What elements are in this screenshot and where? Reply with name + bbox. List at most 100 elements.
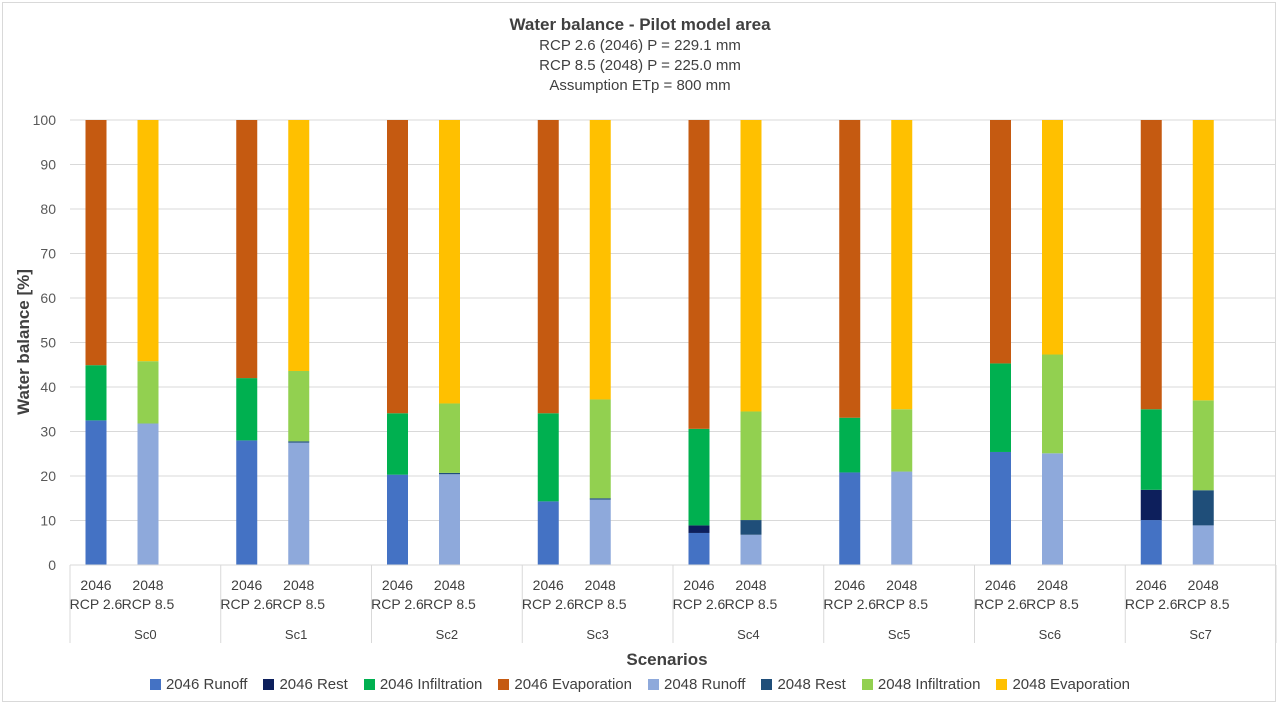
bar-label-year-3-0: 2046 bbox=[533, 577, 564, 593]
bar-segment-sc7-2048-rest bbox=[1192, 490, 1214, 526]
bar-segment-sc5-2048-runoff bbox=[891, 471, 913, 565]
bar-label-year-4-0: 2046 bbox=[683, 577, 714, 593]
bar-label-rcp-3-1: RCP 8.5 bbox=[574, 596, 627, 612]
y-tick-label-6: 60 bbox=[40, 290, 56, 306]
scenario-label-sc4: Sc4 bbox=[737, 627, 759, 642]
x-axis-label: Scenarios bbox=[626, 650, 707, 669]
bar-segment-sc6-2046-infiltration bbox=[990, 363, 1011, 452]
y-tick-label-8: 80 bbox=[40, 201, 56, 217]
legend-swatch-2048-evaporation bbox=[996, 679, 1008, 690]
scenario-label-sc3: Sc3 bbox=[586, 627, 608, 642]
bar-segment-sc2-2046-evaporation bbox=[387, 120, 408, 414]
bar-segment-sc6-2048-runoff bbox=[1042, 453, 1063, 565]
bar-segment-sc1-2048-evaporation bbox=[288, 120, 310, 371]
bar-segment-sc3-2048-infiltration bbox=[589, 399, 611, 499]
bar-segment-sc7-2046-infiltration bbox=[1140, 409, 1162, 490]
bar-segment-sc4-2046-rest bbox=[688, 525, 710, 533]
legend-item-2046-evaporation: 2046 Evaporation bbox=[498, 676, 632, 693]
bar-segment-sc0-2048-infiltration bbox=[137, 361, 159, 424]
legend-item-2046-runoff: 2046 Runoff bbox=[149, 676, 247, 693]
y-tick-label-2: 20 bbox=[40, 468, 56, 484]
legend-swatch-2048-rest bbox=[761, 679, 773, 690]
bar-segment-sc4-2048-rest bbox=[740, 520, 762, 535]
legend-item-2048-evaporation: 2048 Evaporation bbox=[996, 676, 1130, 693]
bar-segment-sc7-2048-runoff bbox=[1192, 525, 1214, 565]
y-tick-label-1: 10 bbox=[40, 513, 56, 529]
legend-swatch-2046-rest bbox=[263, 679, 275, 690]
chart-titles: Water balance - Pilot model area RCP 2.6… bbox=[0, 14, 1280, 96]
bar-segment-sc1-2046-infiltration bbox=[236, 378, 258, 441]
bar-label-year-0-1: 2048 bbox=[132, 577, 163, 593]
bar-segment-sc3-2046-runoff bbox=[537, 501, 559, 565]
legend-item-2046-infiltration: 2046 Infiltration bbox=[363, 676, 482, 693]
legend-item-2046-rest: 2046 Rest bbox=[263, 676, 348, 693]
bar-segment-sc7-2046-rest bbox=[1140, 489, 1162, 521]
bar-segment-sc1-2048-infiltration bbox=[288, 370, 310, 442]
bar-segment-sc2-2046-runoff bbox=[387, 474, 408, 565]
bar-label-rcp-5-0: RCP 2.6 bbox=[823, 596, 876, 612]
bar-segment-sc0-2046-infiltration bbox=[85, 365, 107, 421]
bar-label-rcp-0-1: RCP 8.5 bbox=[122, 596, 175, 612]
bar-label-rcp-7-0: RCP 2.6 bbox=[1125, 596, 1178, 612]
bar-segment-sc6-2046-evaporation bbox=[990, 120, 1011, 364]
bar-segment-sc1-2046-runoff bbox=[236, 440, 258, 565]
bar-segment-sc4-2048-runoff bbox=[740, 534, 762, 565]
bar-segment-sc7-2048-evaporation bbox=[1192, 120, 1214, 401]
bar-segment-sc6-2048-evaporation bbox=[1042, 120, 1063, 355]
bar-label-year-2-0: 2046 bbox=[382, 577, 413, 593]
bar-segment-sc5-2046-infiltration bbox=[839, 417, 861, 473]
bar-segment-sc1-2046-evaporation bbox=[236, 120, 258, 379]
bar-label-year-5-0: 2046 bbox=[834, 577, 865, 593]
bar-label-year-0-0: 2046 bbox=[80, 577, 111, 593]
bar-segment-sc4-2048-infiltration bbox=[740, 411, 762, 521]
scenario-label-sc7: Sc7 bbox=[1189, 627, 1211, 642]
bar-segment-sc3-2048-runoff bbox=[589, 499, 611, 565]
bar-segment-sc3-2048-evaporation bbox=[589, 120, 611, 400]
bar-label-year-5-1: 2048 bbox=[886, 577, 917, 593]
bar-segment-sc6-2048-infiltration bbox=[1042, 354, 1063, 454]
bar-segment-sc5-2048-infiltration bbox=[891, 409, 913, 472]
bar-segment-sc3-2048-rest bbox=[589, 498, 611, 500]
scenario-label-sc2: Sc2 bbox=[436, 627, 458, 642]
bar-label-rcp-2-0: RCP 2.6 bbox=[371, 596, 424, 612]
bar-label-year-7-0: 2046 bbox=[1136, 577, 1167, 593]
bar-segment-sc0-2046-evaporation bbox=[85, 120, 107, 366]
bar-segment-sc7-2048-infiltration bbox=[1192, 400, 1214, 491]
bar-segment-sc2-2048-evaporation bbox=[439, 120, 460, 404]
bar-label-rcp-5-1: RCP 8.5 bbox=[875, 596, 928, 612]
bar-segment-sc5-2046-runoff bbox=[839, 472, 861, 565]
bar-label-rcp-0-0: RCP 2.6 bbox=[70, 596, 123, 612]
scenario-label-sc5: Sc5 bbox=[888, 627, 910, 642]
legend-item-2048-runoff: 2048 Runoff bbox=[648, 676, 745, 693]
bar-label-year-3-1: 2048 bbox=[585, 577, 616, 593]
chart-subtitle-1: RCP 2.6 (2046) P = 229.1 mm bbox=[539, 37, 741, 54]
chart-subtitle-3: Assumption ETp = 800 mm bbox=[549, 77, 731, 94]
bar-label-rcp-7-1: RCP 8.5 bbox=[1177, 596, 1230, 612]
bar-label-rcp-1-0: RCP 2.6 bbox=[220, 596, 273, 612]
bar-segment-sc6-2046-runoff bbox=[990, 451, 1011, 565]
legend-swatch-2046-infiltration bbox=[363, 679, 375, 690]
legend-label-2048-infiltration: 2048 Infiltration bbox=[877, 676, 981, 693]
bar-stacks bbox=[85, 120, 1214, 565]
bar-segment-sc1-2048-rest bbox=[288, 441, 310, 443]
bar-label-year-4-1: 2048 bbox=[735, 577, 766, 593]
legend-label-2048-evaporation: 2048 Evaporation bbox=[1012, 676, 1131, 693]
legend-label-2046-evaporation: 2046 Evaporation bbox=[514, 676, 632, 693]
chart-subtitle-2: RCP 8.5 (2048) P = 225.0 mm bbox=[539, 57, 741, 74]
bar-label-year-7-1: 2048 bbox=[1188, 577, 1219, 593]
legend-swatch-2046-runoff bbox=[149, 679, 161, 690]
y-tick-label-10: 100 bbox=[33, 112, 57, 128]
scenario-label-sc6: Sc6 bbox=[1039, 627, 1061, 642]
legend-label-2046-rest: 2046 Rest bbox=[279, 676, 348, 693]
bar-segment-sc3-2046-evaporation bbox=[537, 120, 559, 414]
bar-label-year-1-1: 2048 bbox=[283, 577, 314, 593]
bar-segment-sc2-2048-infiltration bbox=[439, 403, 460, 473]
y-axis-label: Water balance [%] bbox=[14, 269, 33, 415]
bar-segment-sc4-2046-evaporation bbox=[688, 120, 710, 429]
y-axis-ticks: 0 10 20 30 40 50 60 70 80 90 100 bbox=[33, 112, 57, 573]
bar-segment-sc7-2046-evaporation bbox=[1140, 120, 1162, 410]
scenario-label-sc0: Sc0 bbox=[134, 627, 156, 642]
chart-legend: 2046 Runoff 2046 Rest 2046 Infiltration 204… bbox=[0, 676, 1280, 693]
chart-title: Water balance - Pilot model area bbox=[509, 15, 771, 34]
